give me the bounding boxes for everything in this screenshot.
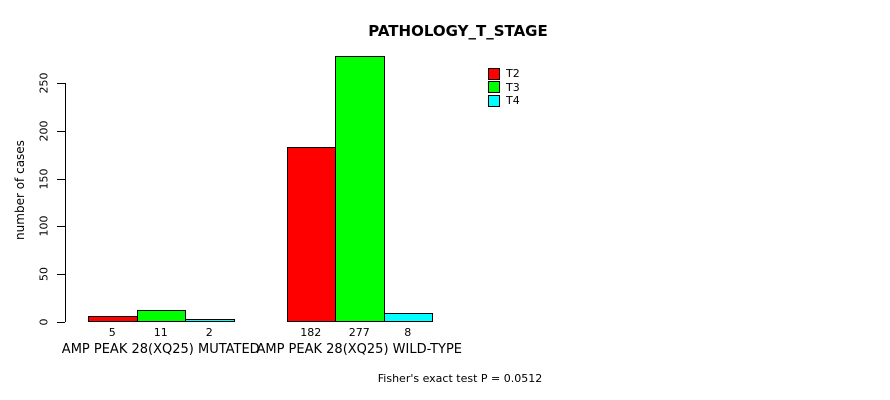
category-label: AMP PEAK 28(XQ25) MUTATED [61, 342, 260, 357]
bar-t4-group1 [185, 319, 235, 322]
legend-swatch-t2 [488, 67, 500, 80]
bar-t2-group2 [286, 147, 336, 322]
legend-item-t3: T3 [488, 81, 520, 94]
bar-t4-group2 [383, 313, 433, 322]
bar-value-label: 2 [205, 326, 213, 339]
legend-label: T4 [506, 94, 520, 107]
chart-title: PATHOLOGY_T_STAGE [368, 22, 548, 40]
legend-swatch-t4 [488, 94, 500, 107]
bar-t3-group1 [136, 310, 186, 322]
category-label: AMP PEAK 28(XQ25) WILD-TYPE [256, 342, 463, 357]
y-axis-tick-label: 0 [37, 318, 51, 326]
y-axis-tick-label: 250 [37, 72, 51, 94]
annotation-fisher-test: Fisher's exact test P = 0.0512 [377, 372, 543, 385]
bar-t3-group2 [335, 56, 385, 322]
bar-value-label: 182 [300, 326, 322, 339]
y-axis-line [65, 83, 66, 322]
legend-swatch-t3 [488, 81, 500, 93]
y-axis-tick-label: 200 [37, 120, 51, 142]
legend-item-t4: T4 [488, 94, 520, 107]
y-axis-tick [57, 178, 65, 180]
y-axis-tick [57, 130, 65, 132]
y-axis-tick-label: 50 [37, 267, 51, 282]
y-axis-tick-label: 100 [37, 215, 51, 237]
bar-value-label: 11 [153, 326, 168, 339]
bar-t2-group1 [88, 316, 138, 322]
bar-value-label: 277 [348, 326, 370, 339]
y-axis-tick [57, 226, 65, 228]
legend-label: T2 [506, 67, 520, 80]
bar-value-label: 8 [404, 326, 412, 339]
y-axis-tick [57, 83, 65, 84]
y-axis-tick-label: 150 [37, 168, 51, 190]
legend-label: T3 [506, 80, 520, 94]
bar-value-label: 5 [108, 326, 116, 339]
y-axis-title: number of cases [13, 140, 27, 240]
legend-item-t2: T2 [488, 67, 520, 80]
y-axis-tick [57, 322, 65, 323]
y-axis-tick [57, 274, 65, 276]
